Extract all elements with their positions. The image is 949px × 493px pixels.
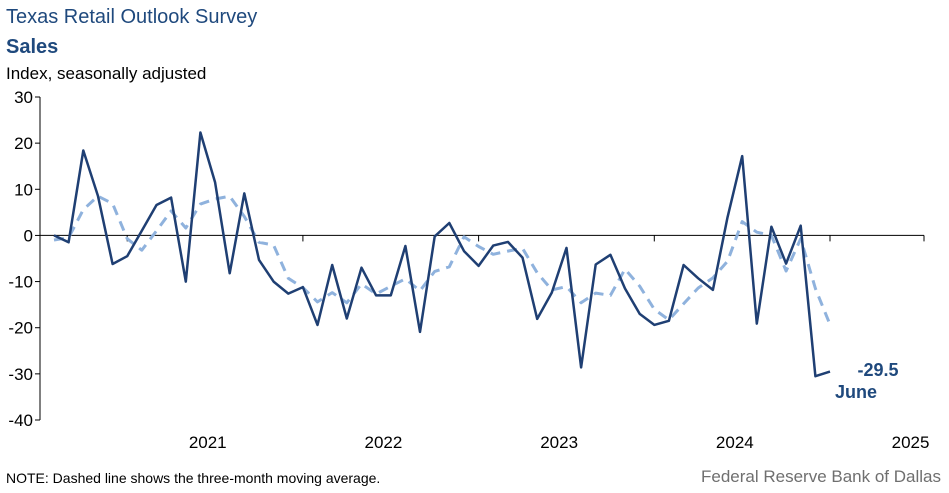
latest-value-label: -29.5 xyxy=(857,360,898,380)
latest-month-label: June xyxy=(835,382,877,402)
x-axis: 2021 2022 2023 2024 2025 xyxy=(40,234,930,452)
series-lines xyxy=(53,131,832,378)
x-tick-label: 2025 xyxy=(892,433,930,452)
y-tick-label: -10 xyxy=(8,273,33,292)
y-axis: 30 20 10 0 -10 -20 -30 -40 xyxy=(8,88,41,430)
y-axis-label: Index, seasonally adjusted xyxy=(6,64,207,83)
x-tick-label: 2021 xyxy=(189,433,227,452)
y-tick-label: -20 xyxy=(8,319,33,338)
y-tick-label: 20 xyxy=(14,134,33,153)
y-tick-label: -30 xyxy=(8,365,33,384)
chart-subtitle: Sales xyxy=(6,36,59,58)
chart-title: Texas Retail Outlook Survey xyxy=(6,6,258,28)
source-label: Federal Reserve Bank of Dallas xyxy=(700,467,941,486)
x-tick-label: 2022 xyxy=(365,433,403,452)
x-tick-label: 2024 xyxy=(716,433,754,452)
moving-average-line xyxy=(53,194,832,326)
x-tick-label: 2023 xyxy=(540,433,578,452)
y-tick-label: 0 xyxy=(24,226,33,245)
sales-index-line xyxy=(53,131,831,378)
footnote: NOTE: Dashed line shows the three-month … xyxy=(6,470,381,486)
y-tick-label: -40 xyxy=(8,411,33,430)
y-tick-label: 30 xyxy=(14,88,33,107)
y-tick-label: 10 xyxy=(14,180,33,199)
